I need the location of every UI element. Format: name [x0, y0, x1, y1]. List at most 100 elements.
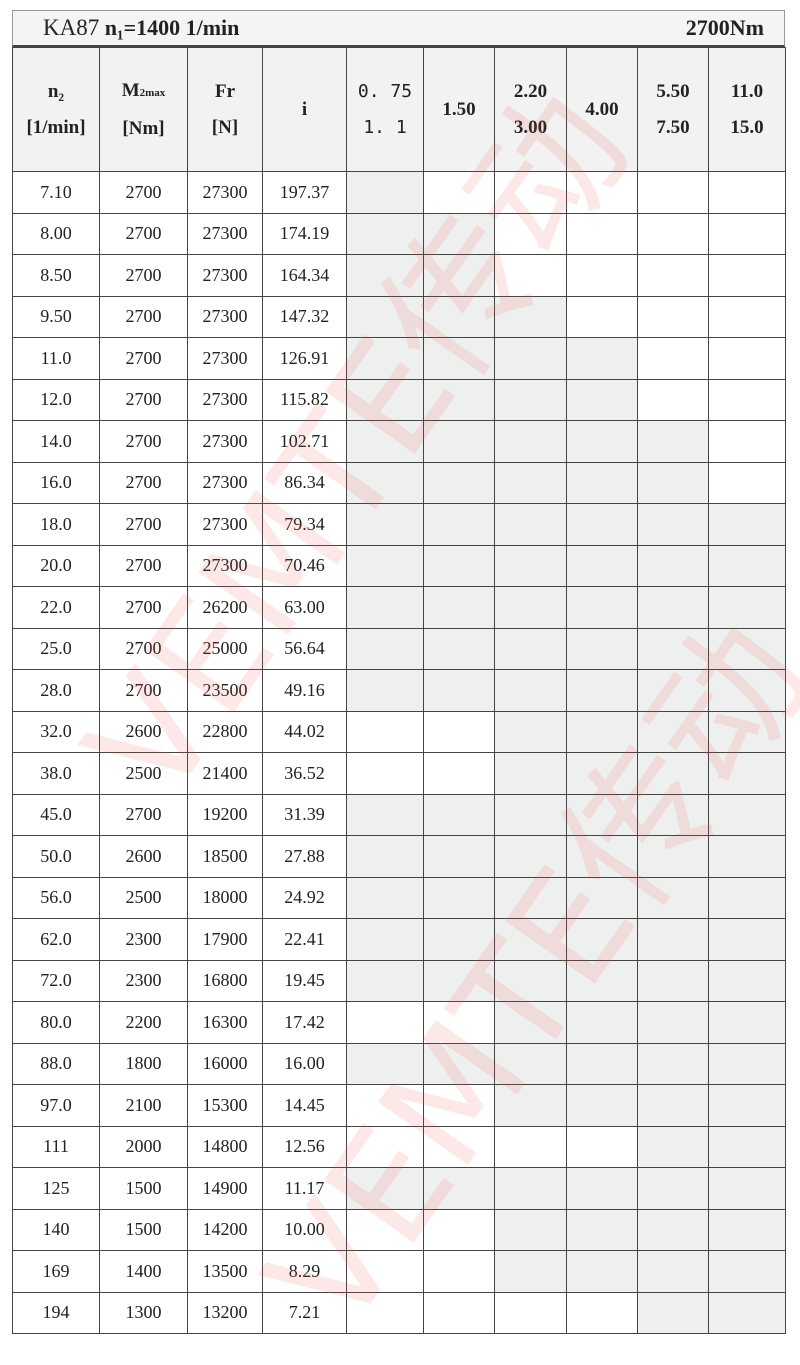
cell-n2: 22.0 — [12, 586, 100, 629]
cell-power-available — [423, 212, 495, 255]
cell-power-available — [708, 710, 786, 753]
cell-power-available — [346, 1042, 424, 1085]
cell-power-empty — [566, 1125, 638, 1168]
cell-power-available — [708, 752, 786, 795]
cell-power-available — [423, 959, 495, 1002]
table-row: 12.0 2700 27300 115.82 — [12, 378, 786, 421]
cell-power-available — [346, 918, 424, 961]
cell-i: 22.41 — [262, 918, 347, 961]
table-row: 80.0 2200 16300 17.42 — [12, 1001, 786, 1044]
table-row: 7.10 2700 27300 197.37 — [12, 171, 786, 214]
table-row: 140 1500 14200 10.00 — [12, 1208, 786, 1251]
cell-power-available — [423, 793, 495, 836]
cell-power-empty — [708, 420, 786, 463]
cell-power-available — [708, 1250, 786, 1293]
cell-n2: 20.0 — [12, 544, 100, 587]
cell-power-available — [494, 918, 567, 961]
cell-fr: 27300 — [187, 420, 263, 463]
cell-n2: 72.0 — [12, 959, 100, 1002]
title-bar: KA87 n₁=1400 1/min 2700Nm — [12, 10, 785, 47]
title-left: KA87 n₁=1400 1/min — [43, 15, 239, 41]
cell-fr: 14900 — [187, 1167, 263, 1210]
table-row: 8.00 2700 27300 174.19 — [12, 212, 786, 255]
cell-power-available — [566, 1001, 638, 1044]
cell-fr: 27300 — [187, 378, 263, 421]
cell-m2: 1500 — [99, 1167, 188, 1210]
cell-power-empty — [566, 171, 638, 214]
cell-power-available — [566, 1084, 638, 1127]
cell-n2: 140 — [12, 1208, 100, 1251]
cell-fr: 22800 — [187, 710, 263, 753]
cell-power-empty — [637, 378, 709, 421]
cell-power-empty — [423, 1208, 495, 1251]
cell-n2: 9.50 — [12, 295, 100, 338]
cell-power-available — [494, 503, 567, 546]
cell-power-empty — [708, 254, 786, 297]
cell-power-available — [637, 1291, 709, 1334]
cell-m2: 2700 — [99, 420, 188, 463]
header-power-5: 11.0 15.0 — [708, 47, 786, 172]
cell-power-available — [708, 669, 786, 712]
cell-power-empty — [637, 295, 709, 338]
cell-i: 16.00 — [262, 1042, 347, 1085]
cell-power-empty — [708, 378, 786, 421]
cell-power-available — [566, 1250, 638, 1293]
cell-n2: 25.0 — [12, 627, 100, 670]
cell-power-available — [708, 793, 786, 836]
cell-power-available — [637, 918, 709, 961]
cell-i: 44.02 — [262, 710, 347, 753]
cell-power-available — [566, 461, 638, 504]
cell-power-available — [637, 1042, 709, 1085]
input-speed: n₁=1400 1/min — [104, 15, 240, 40]
cell-power-available — [637, 503, 709, 546]
cell-power-empty — [423, 752, 495, 795]
cell-power-available — [494, 1167, 567, 1210]
cell-power-available — [494, 627, 567, 670]
cell-power-available — [566, 1042, 638, 1085]
cell-power-available — [423, 835, 495, 878]
table-row: 194 1300 13200 7.21 — [12, 1291, 786, 1334]
header-power-2: 2.20 3.00 — [494, 47, 567, 172]
table-row: 8.50 2700 27300 164.34 — [12, 254, 786, 297]
cell-power-available — [346, 959, 424, 1002]
cell-power-available — [346, 212, 424, 255]
cell-power-available — [346, 254, 424, 297]
table-row: 16.0 2700 27300 86.34 — [12, 461, 786, 504]
cell-i: 115.82 — [262, 378, 347, 421]
cell-power-available — [708, 544, 786, 587]
cell-fr: 15300 — [187, 1084, 263, 1127]
cell-fr: 16300 — [187, 1001, 263, 1044]
cell-power-empty — [423, 171, 495, 214]
cell-power-available — [637, 1167, 709, 1210]
cell-power-available — [708, 503, 786, 546]
cell-power-available — [566, 544, 638, 587]
cell-n2: 80.0 — [12, 1001, 100, 1044]
table-row: 88.0 1800 16000 16.00 — [12, 1042, 786, 1085]
header-fr: Fr [N] — [187, 47, 263, 172]
cell-m2: 2500 — [99, 876, 188, 919]
cell-i: 12.56 — [262, 1125, 347, 1168]
cell-m2: 2700 — [99, 337, 188, 380]
table-row: 72.0 2300 16800 19.45 — [12, 959, 786, 1002]
cell-power-available — [566, 793, 638, 836]
header-power-0: 0. 75 1. 1 — [346, 47, 424, 172]
cell-power-available — [637, 586, 709, 629]
cell-power-available — [346, 544, 424, 587]
table-row: 45.0 2700 19200 31.39 — [12, 793, 786, 836]
cell-m2: 1500 — [99, 1208, 188, 1251]
cell-n2: 32.0 — [12, 710, 100, 753]
cell-power-available — [494, 295, 567, 338]
cell-m2: 2600 — [99, 835, 188, 878]
cell-power-available — [708, 835, 786, 878]
cell-fr: 18000 — [187, 876, 263, 919]
cell-power-available — [423, 503, 495, 546]
cell-power-empty — [346, 1084, 424, 1127]
cell-power-available — [423, 669, 495, 712]
cell-power-available — [708, 959, 786, 1002]
cell-m2: 2700 — [99, 378, 188, 421]
cell-power-available — [346, 461, 424, 504]
cell-power-empty — [346, 752, 424, 795]
cell-power-available — [708, 1291, 786, 1334]
cell-power-available — [708, 1208, 786, 1251]
cell-power-available — [346, 835, 424, 878]
